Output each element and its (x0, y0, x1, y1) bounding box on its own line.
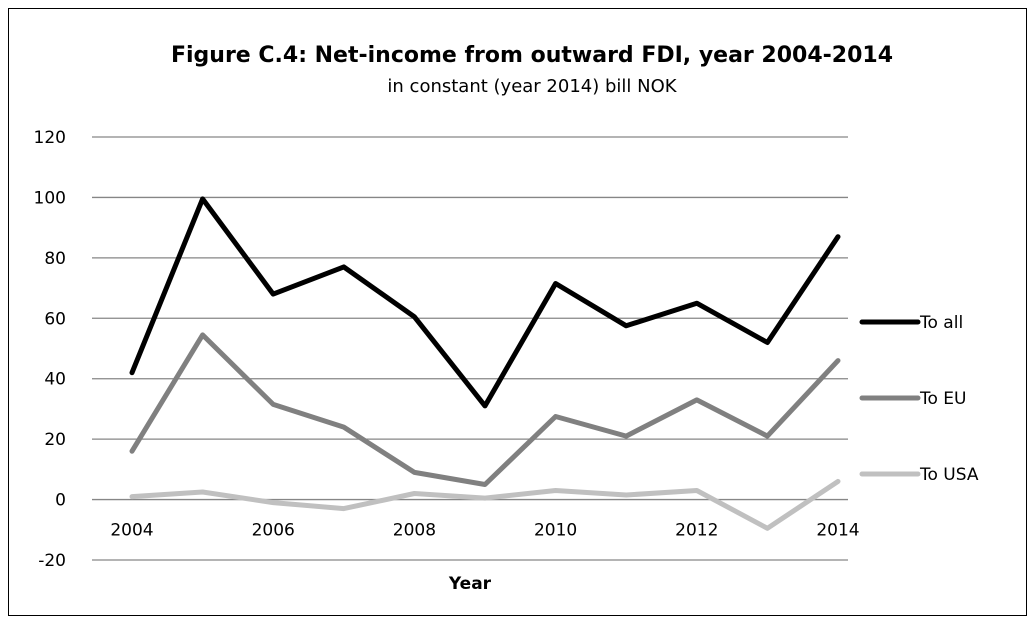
y-axis-ticks: -20 0 20 40 60 80 100 120 (34, 128, 66, 571)
x-axis-ticks: 2004 2006 2008 2010 2012 2014 (110, 521, 859, 541)
gridlines (92, 136, 848, 561)
chart-border (8, 8, 1027, 616)
x-tick-label: 2012 (675, 521, 718, 541)
y-tick-label: 40 (44, 370, 66, 390)
series-line-to-usa (129, 478, 841, 531)
legend: To all To EU To USA (859, 313, 979, 485)
legend-label-to-usa: To USA (919, 465, 979, 485)
x-tick-label: 2004 (110, 521, 153, 541)
y-tick-label: -20 (38, 551, 66, 571)
y-tick-label: 60 (44, 309, 66, 329)
y-tick-label: 100 (34, 188, 66, 208)
y-tick-label: 80 (44, 249, 66, 269)
series-lines (129, 196, 841, 531)
series-line-to-all (129, 196, 841, 409)
x-tick-label: 2014 (816, 521, 859, 541)
chart-title: Figure C.4: Net-income from outward FDI,… (171, 43, 893, 68)
y-tick-label: 0 (55, 491, 66, 511)
y-tick-label: 120 (34, 128, 66, 148)
x-tick-label: 2006 (252, 521, 295, 541)
series-line-to-eu (129, 332, 841, 487)
x-tick-label: 2008 (393, 521, 436, 541)
x-tick-label: 2010 (534, 521, 577, 541)
y-tick-label: 20 (44, 430, 66, 450)
legend-label-to-eu: To EU (919, 389, 966, 409)
chart-subtitle: in constant (year 2014) bill NOK (387, 76, 677, 97)
legend-label-to-all: To all (919, 313, 963, 333)
x-axis-title: Year (448, 574, 492, 594)
